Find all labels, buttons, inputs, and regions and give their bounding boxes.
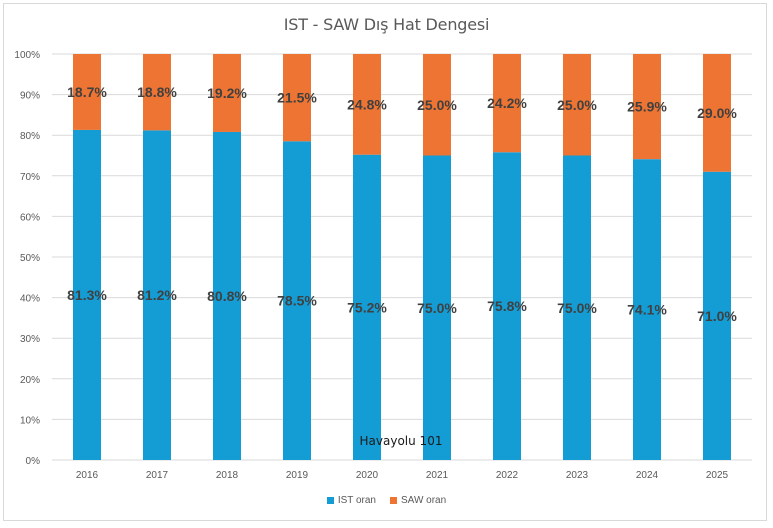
bar-saw xyxy=(213,54,241,132)
y-tick-label: 20% xyxy=(20,375,40,386)
legend: IST oran SAW oran xyxy=(0,495,773,506)
bar-ist xyxy=(143,130,171,460)
y-tick-label: 10% xyxy=(20,415,40,426)
x-tick-label: 2023 xyxy=(566,470,589,481)
bar-saw xyxy=(703,54,731,172)
data-label: 75.8% xyxy=(487,298,527,314)
y-tick-label: 70% xyxy=(20,172,40,183)
bar-saw xyxy=(143,54,171,131)
x-tick-label: 2022 xyxy=(496,470,519,481)
data-label: 25.0% xyxy=(417,97,457,113)
bar-ist xyxy=(493,152,521,460)
watermark: Havayolu 101 xyxy=(360,434,443,448)
data-label: 81.2% xyxy=(137,287,177,303)
data-label: 24.8% xyxy=(347,96,387,112)
legend-label-ist: IST oran xyxy=(337,495,376,506)
data-label: 81.3% xyxy=(67,287,107,303)
data-labels: 81.3% 18.7% 81.2% 18.8% 80.8% 19.2% 78.5% 21.5%… xyxy=(67,84,737,324)
bar-ist xyxy=(73,129,101,460)
chart-title: IST - SAW Dış Hat Dengesi xyxy=(283,15,490,34)
data-label: 18.7% xyxy=(67,84,107,100)
legend-swatch-ist xyxy=(326,497,334,504)
y-tick-label: 0% xyxy=(26,456,41,467)
x-tick-label: 2016 xyxy=(76,470,99,481)
x-tick-label: 2019 xyxy=(286,470,309,481)
legend-swatch-saw xyxy=(389,497,397,504)
legend-item-ist[interactable]: IST oran xyxy=(326,495,376,506)
data-label: 29.0% xyxy=(697,105,737,121)
bar-saw xyxy=(283,54,311,142)
legend-item-saw[interactable]: SAW oran xyxy=(389,495,447,506)
bar-ist xyxy=(563,155,591,460)
data-label: 75.2% xyxy=(347,299,387,315)
x-tick-label: 2025 xyxy=(706,470,729,481)
y-tick-label: 80% xyxy=(20,131,40,142)
x-axis-ticks: 2016 2017 2018 2019 2020 2021 2022 2023 2024 2025 xyxy=(76,470,729,481)
bar-saw xyxy=(493,54,521,153)
data-label: 71.0% xyxy=(697,308,737,324)
bar-saw xyxy=(633,54,661,160)
bar-saw xyxy=(423,54,451,156)
bar-saw xyxy=(563,54,591,156)
x-tick-label: 2024 xyxy=(636,470,659,481)
bar-saw xyxy=(353,54,381,155)
x-tick-label: 2017 xyxy=(146,470,169,481)
legend-label-saw: SAW oran xyxy=(400,495,447,506)
data-label: 19.2% xyxy=(207,85,247,101)
data-label: 80.8% xyxy=(207,288,247,304)
y-tick-label: 60% xyxy=(20,212,40,223)
bar-ist xyxy=(213,131,241,460)
x-tick-label: 2020 xyxy=(356,470,379,481)
data-label: 78.5% xyxy=(277,293,317,309)
data-label: 24.2% xyxy=(487,95,527,111)
data-label: 21.5% xyxy=(277,90,317,106)
y-tick-label: 90% xyxy=(20,91,40,102)
y-tick-label: 50% xyxy=(20,253,40,264)
y-tick-label: 100% xyxy=(14,50,40,61)
data-label: 18.8% xyxy=(137,84,177,100)
bar-ist xyxy=(423,155,451,460)
y-tick-label: 30% xyxy=(20,334,40,345)
bar-saw xyxy=(73,54,101,130)
data-label: 25.0% xyxy=(557,97,597,113)
bar-ist xyxy=(353,154,381,461)
x-tick-label: 2021 xyxy=(426,470,449,481)
bars xyxy=(73,54,731,461)
y-tick-label: 40% xyxy=(20,294,40,305)
bar-ist xyxy=(283,141,311,461)
bar-ist xyxy=(703,171,731,461)
data-label: 75.0% xyxy=(557,300,597,316)
y-axis-ticks: 0% 10% 20% 30% 40% 50% 60% 70% 80% 90% 100% xyxy=(14,50,40,467)
data-label: 74.1% xyxy=(627,302,667,318)
data-label: 75.0% xyxy=(417,300,457,316)
data-label: 25.9% xyxy=(627,99,667,115)
x-tick-label: 2018 xyxy=(216,470,239,481)
bar-ist xyxy=(633,159,661,461)
